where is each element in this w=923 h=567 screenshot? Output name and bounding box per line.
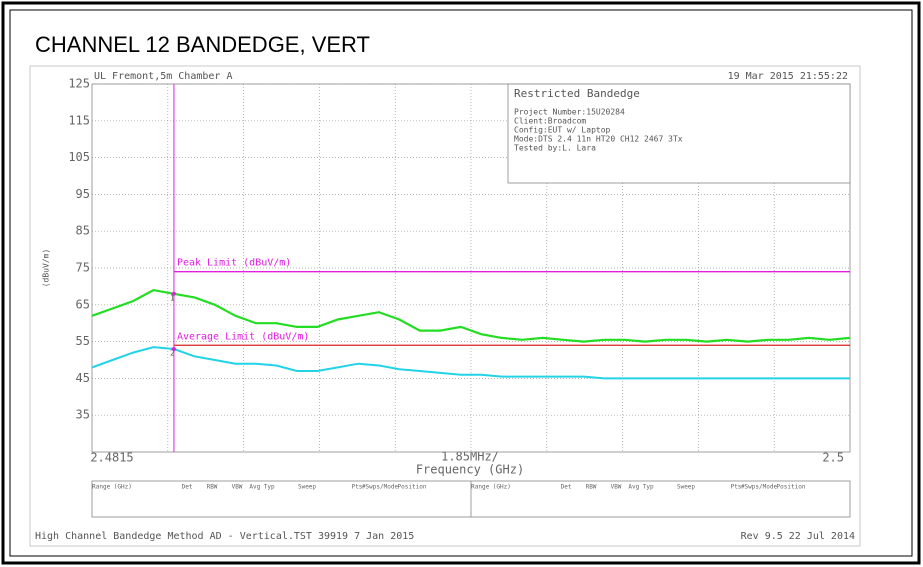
x-axis-label: Frequency (GHz) xyxy=(416,463,524,477)
x-tick-label: 2.4815 xyxy=(90,451,133,465)
table-header: Range (GHz) xyxy=(471,484,511,491)
y-tick-label: 115 xyxy=(68,113,90,127)
footer-right: Rev 9.5 22 Jul 2014 xyxy=(741,531,855,542)
info-line: Client:Broadcom xyxy=(514,117,586,126)
table-header: RBW xyxy=(207,484,218,491)
table-header: Pts xyxy=(731,484,742,491)
table-header: Pts xyxy=(352,484,363,491)
limit-label: Peak Limit (dBuV/m) xyxy=(177,258,291,269)
x-tick-label: 2.5 xyxy=(822,451,844,465)
table-header: RBW xyxy=(586,484,597,491)
table-header: Avg Typ xyxy=(628,484,654,491)
y-tick-label: 45 xyxy=(76,371,90,385)
y-tick-label: 125 xyxy=(68,77,90,91)
header-left: UL Fremont,5m Chamber A xyxy=(94,71,232,82)
marker-label: 1 xyxy=(170,293,175,302)
panel-frame xyxy=(29,65,861,547)
y-tick-label: 55 xyxy=(76,334,90,348)
limit-label: Average Limit (dBuV/m) xyxy=(177,331,309,342)
y-tick-label: 105 xyxy=(68,150,90,164)
y-tick-label: 85 xyxy=(76,224,90,238)
table-header: #Swps/Mode xyxy=(362,484,399,491)
table-header: Sweep xyxy=(298,484,316,491)
inner-border xyxy=(9,9,913,557)
header-right: 19 Mar 2015 21:55:22 xyxy=(728,71,848,82)
y-tick-label: 65 xyxy=(76,297,90,311)
table-header: Det xyxy=(182,484,193,491)
marker-point xyxy=(171,291,176,296)
info-title: Restricted Bandedge xyxy=(514,87,640,100)
y-tick-label: 95 xyxy=(76,187,90,201)
table-header: VBW xyxy=(611,484,622,491)
marker-label: 2 xyxy=(170,348,175,357)
table-header: Det xyxy=(561,484,572,491)
y-tick-label: 75 xyxy=(76,261,90,275)
footer-left: High Channel Bandedge Method AD - Vertic… xyxy=(35,531,414,542)
table-header: Sweep xyxy=(677,484,695,491)
marker-point xyxy=(171,346,176,351)
x-division-label: 1.85MHz/ xyxy=(441,450,499,464)
series-line xyxy=(91,288,851,343)
table-header: Position xyxy=(777,484,806,491)
info-line: Config:EUT w/ Laptop xyxy=(514,126,611,135)
table-header: Avg Typ xyxy=(249,484,275,491)
y-axis-label: (dBuV/m) xyxy=(42,249,51,288)
info-line: Project Number:15U20284 xyxy=(514,108,625,117)
info-line: Mode:DTS 2.4 11n HT20 CH12 2467 3Tx xyxy=(514,135,683,144)
table-header: VBW xyxy=(232,484,243,491)
y-tick-label: 35 xyxy=(76,408,90,422)
info-line: Tested by:L. Lara xyxy=(514,144,596,153)
table-header: Position xyxy=(398,484,427,491)
series-line xyxy=(91,346,850,380)
info-box xyxy=(507,83,851,184)
chart-title: CHANNEL 12 BANDEDGE, VERT xyxy=(35,32,370,57)
table-header: #Swps/Mode xyxy=(741,484,778,491)
table-header: Range (GHz) xyxy=(92,484,132,491)
